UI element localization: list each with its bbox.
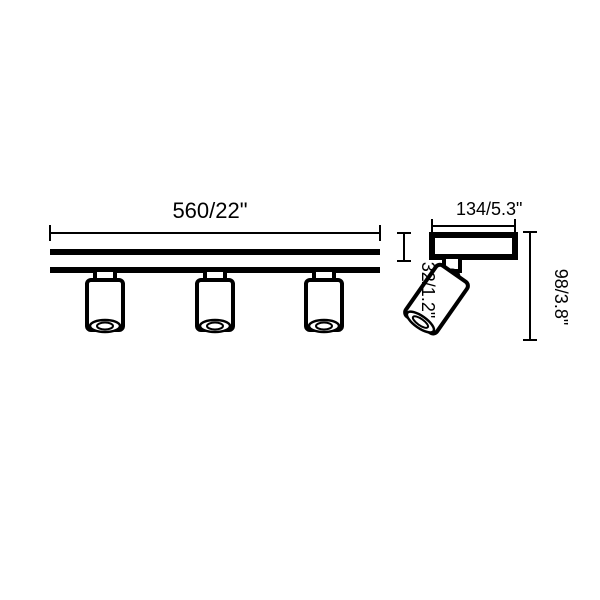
spotlight <box>197 270 233 332</box>
width-dimension-label: 560/22" <box>172 198 247 223</box>
plate-width-dimension-label: 134/5.3" <box>456 199 522 219</box>
spotlight <box>306 270 342 332</box>
spotlight <box>87 270 123 332</box>
side-elevation <box>397 219 537 340</box>
plate-height-dimension-label: 32/1.2" <box>418 262 438 318</box>
overall-height-dimension-label: 98/3.8" <box>551 269 571 325</box>
technical-drawing: 560/22" 134/5.3" 32/1.2" 98/3.8" <box>0 0 600 600</box>
front-elevation <box>50 225 380 332</box>
